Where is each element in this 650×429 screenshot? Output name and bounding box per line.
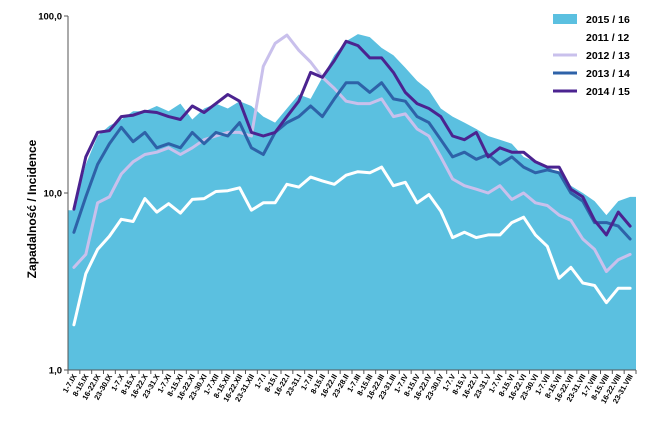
legend-label: 2015 / 16 — [586, 14, 630, 26]
series-area-0 — [68, 34, 636, 370]
y-tick-label: 1,0 — [49, 366, 62, 377]
x-ticks: 1-7.IX8-15.IX16-22.IX23-30.IX1-7.X8-15.X… — [61, 370, 637, 405]
series-line-1 — [72, 165, 632, 327]
y-tick-label: 10,0 — [44, 189, 63, 200]
legend-label: 2011 / 12 — [586, 32, 629, 44]
series-line-4 — [72, 39, 632, 237]
legend-swatch — [553, 14, 577, 24]
legend-label: 2014 / 15 — [586, 86, 630, 98]
series-line-3 — [72, 81, 632, 241]
plot-area — [68, 33, 636, 370]
legend: 2015 / 16 2011 / 12 2012 / 13 2013 / 14 2014… — [553, 14, 630, 98]
y-ticks: 1,0 10,0 100,0 — [38, 12, 68, 377]
y-tick-label: 100,0 — [38, 12, 62, 23]
y-axis-label: Zapadalność / Incidence — [25, 139, 39, 278]
legend-label: 2013 / 14 — [586, 68, 630, 80]
legend-label: 2012 / 13 — [586, 50, 630, 62]
series-line-2 — [72, 33, 632, 273]
